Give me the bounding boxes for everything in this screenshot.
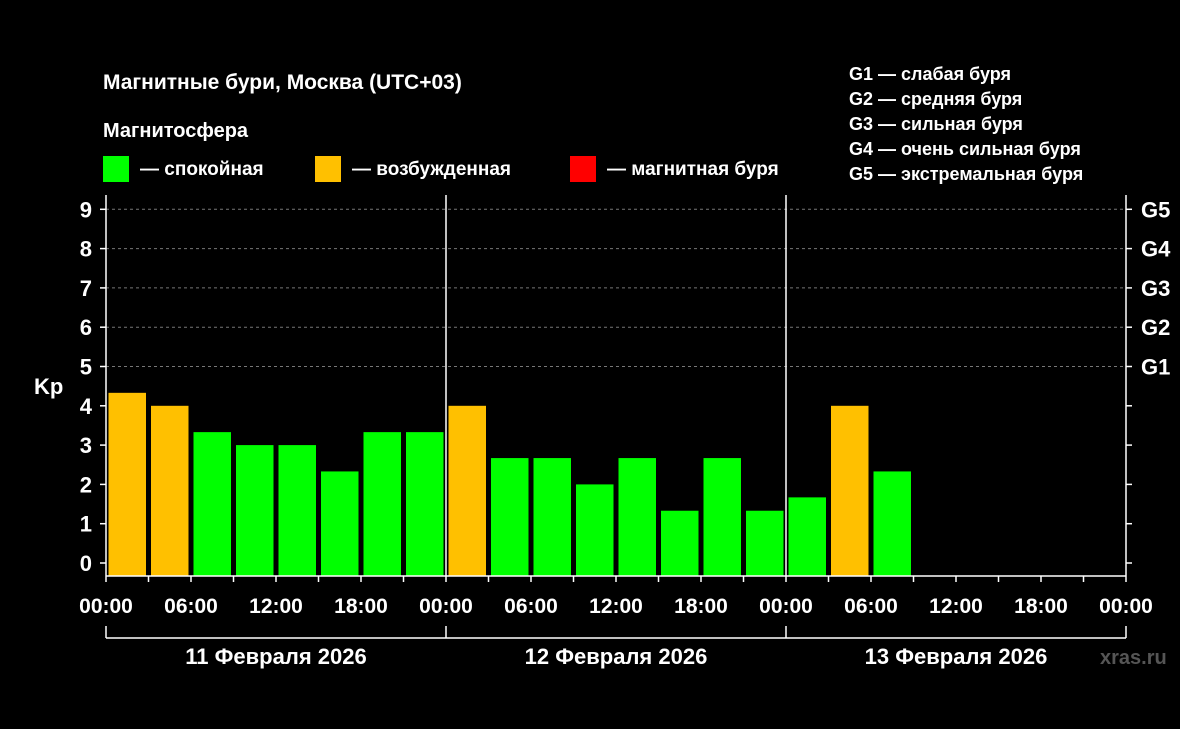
x-tick-label: 06:00 <box>164 595 218 618</box>
right-tick-label: G5 <box>1141 197 1170 222</box>
right-tick-label: G2 <box>1141 315 1170 340</box>
x-tick-label: 12:00 <box>589 595 643 618</box>
storm-level-g3: G3 — сильная буря <box>849 114 1023 134</box>
kp-bar <box>363 432 401 576</box>
y-axis-label: Kp <box>34 374 63 399</box>
kp-bar <box>618 458 656 576</box>
storm-level-g5: G5 — экстремальная буря <box>849 164 1083 184</box>
kp-bar <box>448 405 486 576</box>
x-tick-label: 12:00 <box>929 595 983 618</box>
storm-level-g1: G1 — слабая буря <box>849 64 1011 84</box>
x-tick-label: 00:00 <box>419 595 473 618</box>
kp-bar <box>533 458 571 576</box>
storm-level-g2: G2 — средняя буря <box>849 89 1022 109</box>
kp-bar <box>873 471 911 576</box>
kp-bar <box>746 510 784 576</box>
day-labels: 11 Февраля 2026 12 Февраля 2026 13 Февраля… <box>105 626 1127 669</box>
grid-lines <box>106 208 1126 367</box>
legend-label-storm: — магнитная буря <box>607 159 779 180</box>
kp-bar <box>788 497 826 576</box>
kp-bar <box>703 458 741 576</box>
kp-bar <box>236 445 274 576</box>
y-tick-label: 6 <box>80 315 92 340</box>
x-tick-label: 00:00 <box>759 595 813 618</box>
x-tick-label: 12:00 <box>249 595 303 618</box>
y-tick-label: 0 <box>80 551 92 576</box>
x-tick-label: 06:00 <box>504 595 558 618</box>
kp-bar <box>321 471 359 576</box>
legend: — спокойная — возбужденная — магнитная б… <box>103 156 779 182</box>
right-tick-label: G3 <box>1141 276 1170 301</box>
y-tick-label: 8 <box>80 237 92 262</box>
x-tick-label: 00:00 <box>1099 595 1153 618</box>
legend-label-excited: — возбужденная <box>352 159 511 180</box>
x-tick-label: 18:00 <box>334 595 388 618</box>
bars <box>108 392 911 576</box>
x-tick-label: 00:00 <box>79 595 133 618</box>
x-tick-label: 06:00 <box>844 595 898 618</box>
legend-swatch-calm <box>103 156 129 182</box>
kp-bar <box>831 405 869 576</box>
kp-bar <box>661 510 699 576</box>
storm-level-g4: G4 — очень сильная буря <box>849 139 1081 159</box>
kp-bar <box>151 405 189 576</box>
y-tick-label: 7 <box>80 276 92 301</box>
day-label: 13 Февраля 2026 <box>865 644 1048 669</box>
watermark: xras.ru <box>1100 647 1167 669</box>
y-ticks: 0 1 2 3 4 5 6 7 8 9 <box>80 197 106 576</box>
y-tick-label: 1 <box>80 512 92 537</box>
day-label: 12 Февраля 2026 <box>525 644 708 669</box>
x-tick-label: 18:00 <box>1014 595 1068 618</box>
kp-bar <box>193 432 231 576</box>
legend-title: Магнитосфера <box>103 120 249 142</box>
x-tick-label: 18:00 <box>674 595 728 618</box>
x-ticks: 00:00 06:00 12:00 18:00 00:00 06:00 12:00 18:00… <box>79 576 1153 618</box>
storm-levels: G1 — слабая буря G2 — средняя буря G3 — … <box>849 64 1083 184</box>
chart-title: Магнитные бури, Москва (UTC+03) <box>103 71 462 94</box>
legend-label-calm: — спокойная <box>140 159 264 180</box>
kp-bar <box>491 458 529 576</box>
kp-bar <box>108 392 146 576</box>
y-tick-label: 5 <box>80 355 92 380</box>
y-tick-label: 9 <box>80 197 92 222</box>
kp-bar <box>576 484 614 576</box>
y-tick-label: 3 <box>80 433 92 458</box>
y-tick-label: 4 <box>80 394 93 419</box>
legend-swatch-excited <box>315 156 341 182</box>
right-tick-label: G1 <box>1141 355 1170 380</box>
right-tick-label: G4 <box>1141 237 1171 262</box>
kp-bar <box>278 445 316 576</box>
day-label: 11 Февраля 2026 <box>185 644 366 669</box>
kp-bar <box>406 432 444 576</box>
right-ticks: G1 G2 G3 G4 G5 <box>1126 197 1171 564</box>
y-tick-label: 2 <box>80 472 92 497</box>
legend-swatch-storm <box>570 156 596 182</box>
